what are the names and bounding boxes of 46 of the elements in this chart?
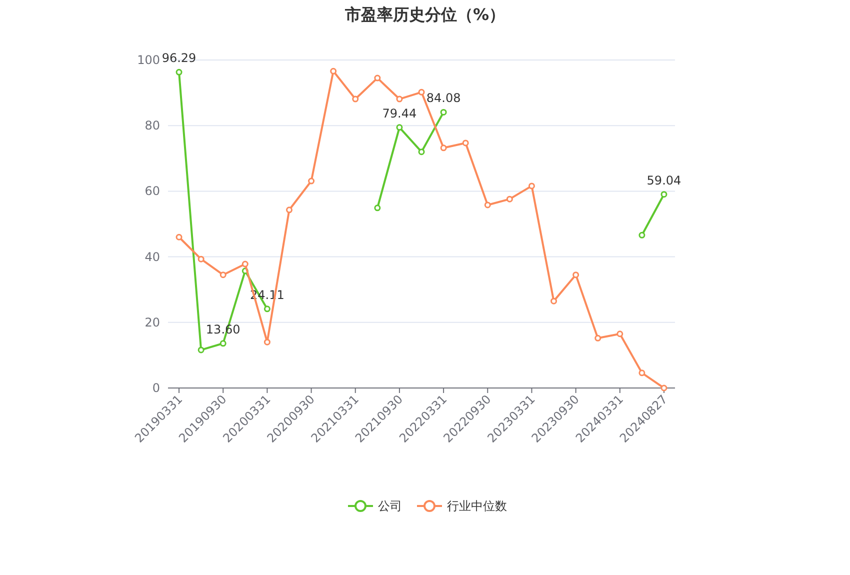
y-tick-label: 60 xyxy=(144,184,160,198)
point xyxy=(396,96,403,102)
point xyxy=(418,88,425,96)
legend-label: 公司 xyxy=(378,499,402,513)
point xyxy=(198,346,204,354)
point xyxy=(264,306,270,312)
point xyxy=(220,272,226,278)
point xyxy=(220,340,226,347)
point xyxy=(660,191,668,198)
point xyxy=(242,260,248,268)
point xyxy=(506,196,513,202)
point xyxy=(286,206,292,214)
point xyxy=(264,338,270,346)
y-tick-label: 0 xyxy=(152,381,160,395)
point xyxy=(462,140,469,146)
point xyxy=(374,74,381,82)
point xyxy=(176,68,182,76)
data-label: 84.08 xyxy=(426,91,461,106)
point xyxy=(330,68,337,74)
y-tick-label: 100 xyxy=(137,53,160,67)
point xyxy=(638,232,646,238)
y-tick-label: 20 xyxy=(144,315,160,330)
legend-label: 行业中位数 xyxy=(447,499,507,513)
point xyxy=(176,234,182,240)
point xyxy=(198,256,204,262)
point xyxy=(308,178,315,184)
data-label: 96.29 xyxy=(162,51,196,66)
y-tick-label: 80 xyxy=(144,118,160,133)
point xyxy=(594,334,602,342)
point xyxy=(572,272,580,278)
point xyxy=(396,124,403,131)
point xyxy=(528,182,535,190)
data-label: 79.44 xyxy=(382,106,417,120)
point xyxy=(440,144,447,152)
point xyxy=(550,298,558,304)
point xyxy=(374,204,381,212)
y-tick-label: 40 xyxy=(144,250,160,264)
data-label: 59.04 xyxy=(646,173,682,188)
point xyxy=(352,96,359,102)
chart-title: 市盈率历史分位（%） xyxy=(344,5,506,24)
point xyxy=(638,370,646,376)
point xyxy=(418,148,425,156)
point xyxy=(616,330,624,338)
point xyxy=(484,202,491,208)
point xyxy=(440,108,447,116)
point xyxy=(660,384,668,392)
